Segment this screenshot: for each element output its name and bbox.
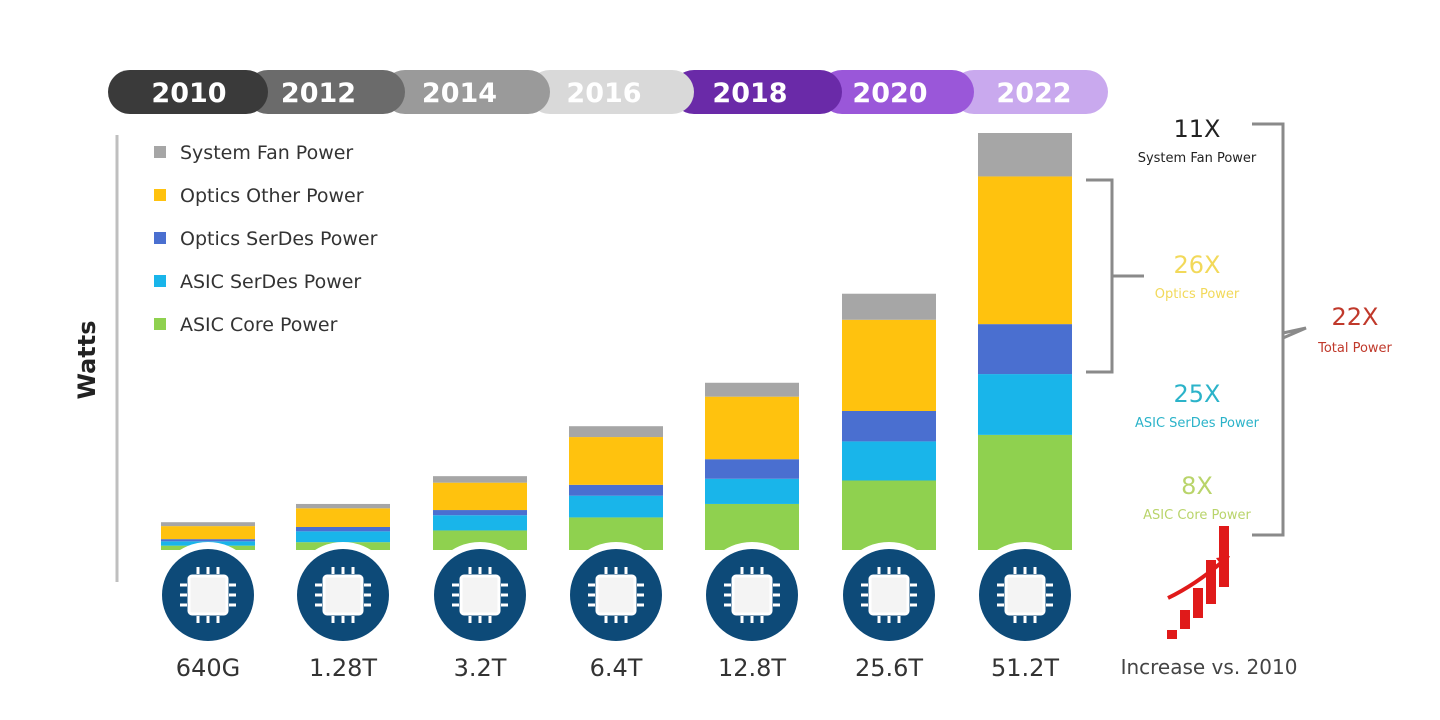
growth-bar <box>1193 588 1203 618</box>
legend-swatch <box>154 275 166 287</box>
timeline-segment <box>246 70 405 114</box>
category-label: 640G <box>176 654 240 682</box>
timeline-segment <box>528 70 694 114</box>
legend-item: Optics SerDes Power <box>180 228 378 250</box>
timeline-year: 2022 <box>996 78 1071 109</box>
chip-icon <box>972 542 1078 648</box>
bar-segment <box>705 478 799 504</box>
chip-icon <box>427 542 533 648</box>
footer-label: Increase vs. 2010 <box>1121 655 1298 679</box>
bar-segment <box>433 510 527 516</box>
category-label: 12.8T <box>718 654 786 682</box>
timeline-year: 2020 <box>852 78 927 109</box>
chip-icon <box>836 542 942 648</box>
legend-swatch <box>154 189 166 201</box>
annotation-value-asic-serdes: 25X <box>1174 380 1221 408</box>
bar-segment <box>842 441 936 481</box>
bar-segment <box>842 293 936 320</box>
annotations: 11X System Fan Power 26X Optics Power 22… <box>1135 115 1393 523</box>
bar-segment <box>296 526 390 532</box>
bar-segment <box>433 530 527 550</box>
legend-swatch <box>154 318 166 330</box>
annotation-value-total: 22X <box>1332 303 1379 331</box>
optics-bracket <box>1086 178 1144 374</box>
bar-segment <box>569 437 663 485</box>
bar-segment <box>842 411 936 442</box>
category-labels: 640G 1.28T 3.2T 6.4T 12.8T 25.6T 51.2T <box>176 654 1060 682</box>
bar-segment <box>842 480 936 550</box>
bar-segment <box>978 374 1072 435</box>
chip-icon <box>290 542 396 648</box>
annotation-label-asic-serdes: ASIC SerDes Power <box>1135 416 1260 431</box>
timeline-year: 2014 <box>422 78 497 109</box>
category-label: 1.28T <box>309 654 377 682</box>
legend: System Fan Power Optics Other Power Optics… <box>154 142 378 336</box>
bar-segment <box>978 133 1072 177</box>
legend-swatch <box>154 146 166 158</box>
growth-bar <box>1206 560 1216 604</box>
chip-icon <box>563 542 669 648</box>
timeline-segment <box>108 70 268 114</box>
chip-icons <box>155 542 1078 648</box>
annotation-value-optics: 26X <box>1174 251 1221 279</box>
chip-icon <box>699 542 805 648</box>
annotation-label-total: Total Power <box>1317 341 1392 356</box>
bar-segment <box>569 484 663 496</box>
timeline-year: 2012 <box>281 78 356 109</box>
annotation-value-asic-core: 8X <box>1181 472 1213 500</box>
bar-segment <box>978 434 1072 550</box>
bar-segment <box>433 482 527 511</box>
bar-segment <box>569 495 663 518</box>
timeline-segment <box>820 70 974 114</box>
timeline-segment <box>383 70 550 114</box>
bar-segment <box>705 382 799 397</box>
bar-segment <box>296 503 390 509</box>
growth-bar <box>1219 526 1229 587</box>
timeline-year: 2010 <box>151 78 226 109</box>
bar-segment <box>161 526 255 540</box>
year-timeline: 2010 2012 2014 2016 2018 2020 2022 <box>108 70 1108 114</box>
legend-swatch <box>154 232 166 244</box>
annotation-label-asic-core: ASIC Core Power <box>1143 508 1251 523</box>
category-label: 25.6T <box>855 654 923 682</box>
total-bracket <box>1252 122 1307 537</box>
growth-arrow <box>1167 560 1224 600</box>
growth-chart-icon <box>1167 526 1230 639</box>
bar-segment <box>161 522 255 527</box>
timeline-segment <box>672 70 842 114</box>
category-label: 51.2T <box>991 654 1059 682</box>
category-label: 6.4T <box>590 654 643 682</box>
chip-icon <box>155 542 261 648</box>
brackets <box>1086 122 1307 537</box>
timeline-year: 2018 <box>712 78 787 109</box>
timeline-year: 2016 <box>566 78 641 109</box>
bar-segment <box>705 459 799 479</box>
legend-item: Optics Other Power <box>180 185 364 207</box>
bar-segment <box>296 531 390 543</box>
annotation-value-fan: 11X <box>1174 115 1221 143</box>
bar-segment <box>433 476 527 483</box>
bar-segment <box>296 508 390 527</box>
growth-arrowhead <box>1216 556 1230 569</box>
legend-item: System Fan Power <box>180 142 353 164</box>
bar-segment <box>842 319 936 411</box>
bar-segment <box>569 426 663 438</box>
legend-item: ASIC Core Power <box>180 314 338 336</box>
bar-segment <box>978 324 1072 375</box>
growth-bar <box>1167 630 1177 639</box>
legend-item: ASIC SerDes Power <box>180 271 361 293</box>
bar-segment <box>978 176 1072 325</box>
annotation-label-optics: Optics Power <box>1155 287 1240 302</box>
bar-segment <box>705 396 799 460</box>
annotation-label-fan: System Fan Power <box>1138 151 1257 166</box>
y-axis-label: Watts <box>73 320 101 399</box>
bar-segment <box>433 515 527 531</box>
stacked-bars <box>161 133 1072 550</box>
growth-bar <box>1180 610 1190 629</box>
category-label: 3.2T <box>454 654 507 682</box>
timeline-segment <box>952 70 1108 114</box>
bar-segment <box>161 539 255 542</box>
